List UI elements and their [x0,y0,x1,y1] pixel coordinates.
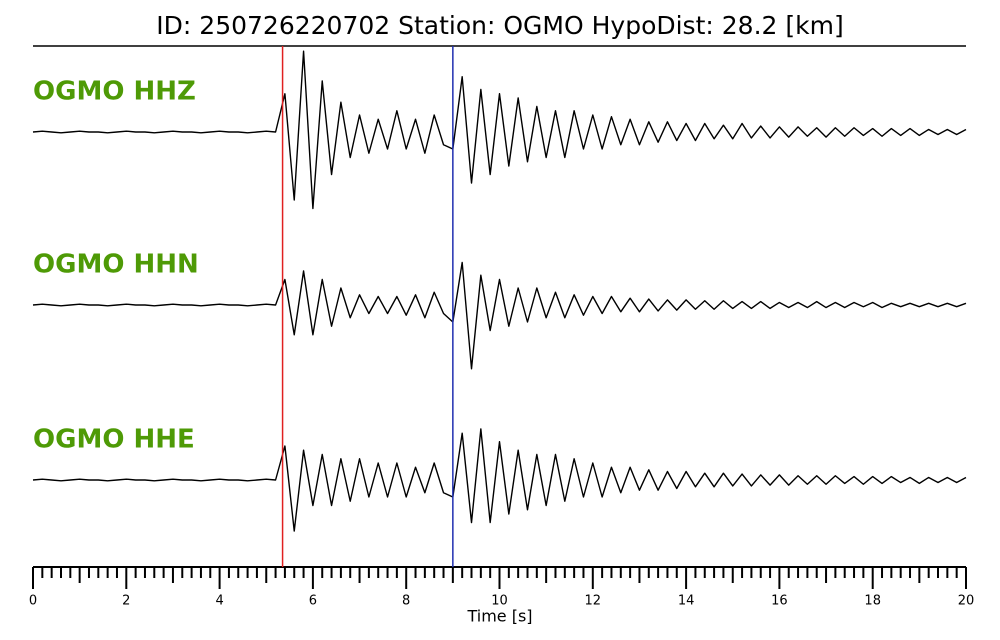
waveform [32,428,967,532]
x-tick-label: 0 [29,594,37,609]
x-tick-label: 8 [402,594,410,609]
x-tick-label: 6 [309,594,317,609]
chart-title: ID: 250726220702 Station: OGMO HypoDist:… [156,11,843,40]
x-axis-label: Time [s] [466,607,532,626]
trace-label: OGMO HHZ [33,77,196,107]
x-tick-label: 4 [215,594,223,609]
trace-label: OGMO HHN [33,250,199,280]
x-tick-label: 20 [958,594,975,609]
x-tick-label: 10 [491,594,508,609]
waveform [32,261,967,370]
x-tick-label: 12 [585,594,602,609]
x-tick-label: 18 [864,594,881,609]
trace-label: OGMO HHE [33,425,195,455]
x-tick-label: 14 [678,594,695,609]
x-tick-label: 16 [771,594,788,609]
waveform [32,50,967,210]
x-tick-label: 2 [122,594,130,609]
